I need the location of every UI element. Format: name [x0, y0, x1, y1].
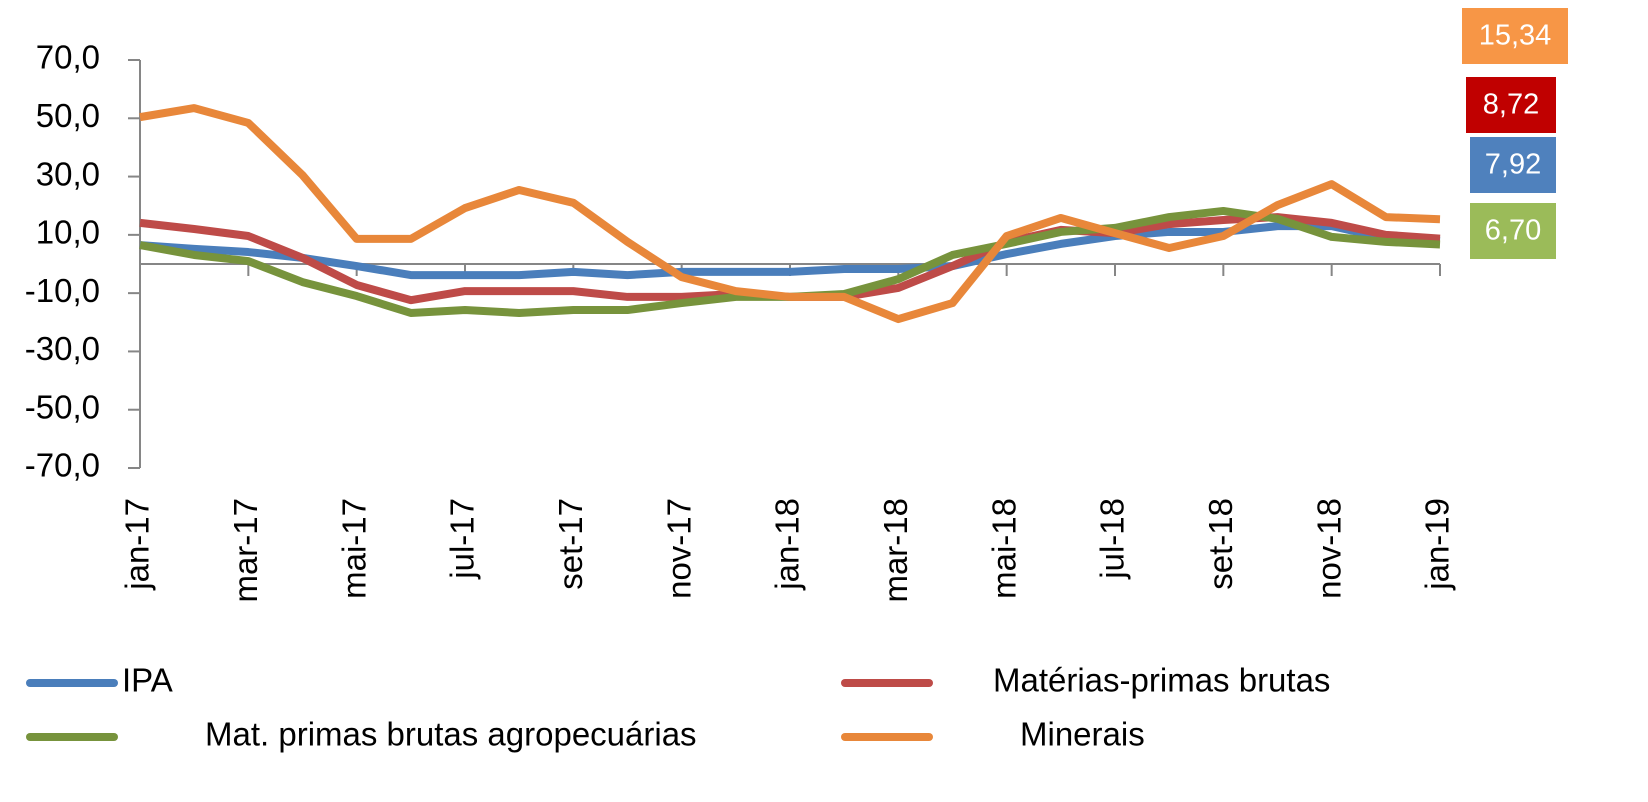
- y-tick-label: 50,0: [36, 97, 100, 134]
- value-label: 6,70: [1485, 215, 1541, 247]
- value-label: 8,72: [1483, 89, 1539, 121]
- x-tick-label: mar-18: [877, 498, 914, 603]
- legend-label: IPA: [122, 662, 173, 699]
- y-tick-label: -10,0: [25, 272, 100, 309]
- y-tick-label: -30,0: [25, 330, 100, 367]
- y-tick-label: 30,0: [36, 155, 100, 192]
- y-tick-label: 70,0: [36, 39, 100, 76]
- value-box: [1470, 137, 1556, 193]
- y-tick-label: -70,0: [25, 447, 100, 484]
- x-tick-label: jul-17: [444, 498, 481, 580]
- x-tick-label: set-17: [552, 498, 589, 590]
- y-tick-label: -50,0: [25, 388, 100, 425]
- series-line: [139, 104, 1441, 324]
- value-box: [1462, 8, 1568, 64]
- x-tick-label: jan-19: [1419, 498, 1456, 591]
- value-box: [1470, 203, 1556, 259]
- x-tick-label: jan-17: [119, 498, 156, 591]
- x-tick-label: jul-18: [1094, 498, 1131, 580]
- x-tick-label: jan-18: [769, 498, 806, 591]
- x-tick-label: nov-17: [660, 498, 697, 599]
- x-tick-label: nov-18: [1310, 498, 1347, 599]
- legend-label: Matérias-primas brutas: [993, 662, 1330, 699]
- x-tick-label: mar-17: [227, 498, 264, 603]
- value-label: 7,92: [1485, 149, 1541, 181]
- y-tick-label: 10,0: [36, 214, 100, 251]
- x-tick-label: set-18: [1202, 498, 1239, 590]
- value-label: 15,34: [1479, 20, 1552, 52]
- legend-label: Minerais: [1020, 716, 1145, 753]
- x-tick-label: mai-18: [985, 498, 1022, 599]
- value-box: [1466, 77, 1556, 133]
- x-tick-label: mai-17: [335, 498, 372, 599]
- legend-label: Mat. primas brutas agropecuárias: [205, 716, 697, 753]
